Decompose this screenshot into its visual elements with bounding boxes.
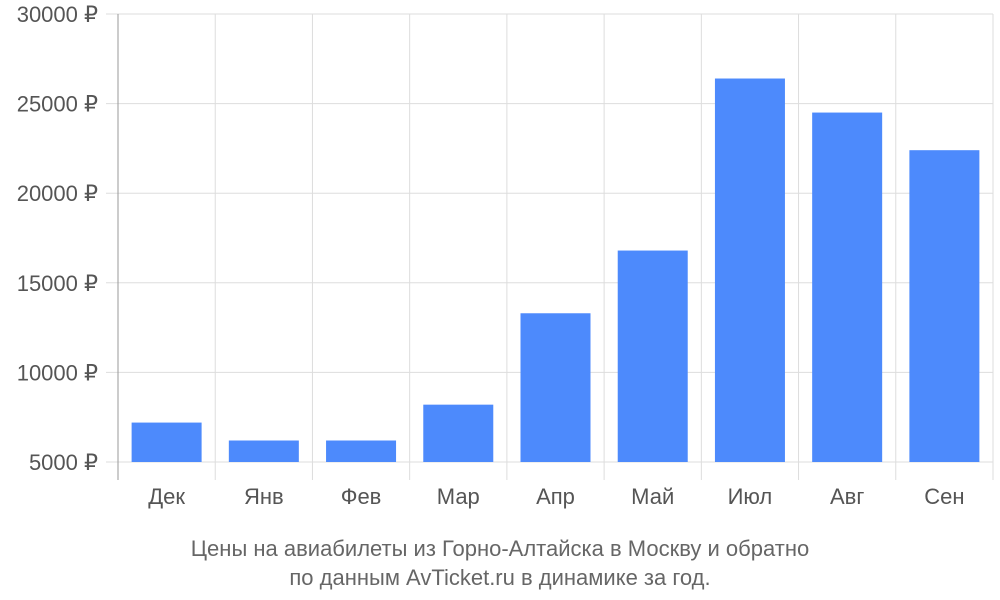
bar (131, 422, 202, 462)
y-tick-label: 10000 ₽ (17, 360, 98, 385)
x-tick-label: Янв (244, 484, 284, 509)
x-tick-labels: Дек Янв Фев Мар Апр Май Июл Авг Сен (148, 484, 964, 509)
x-tick-label: Фев (341, 484, 382, 509)
bar (714, 78, 785, 463)
x-tick-label: Мар (437, 484, 480, 509)
x-tick-label: Июл (728, 484, 773, 509)
y-tick-label: 30000 ₽ (17, 2, 98, 27)
y-tick-label: 20000 ₽ (17, 181, 98, 206)
y-tick-labels: 5000 ₽ 10000 ₽ 15000 ₽ 20000 ₽ 25000 ₽ 30000 … (17, 2, 98, 475)
y-tick-label: 15000 ₽ (17, 271, 98, 296)
bar (812, 112, 883, 462)
bar (520, 313, 591, 462)
y-tick-label: 25000 ₽ (17, 92, 98, 117)
y-tick-label: 5000 ₽ (29, 450, 98, 475)
bar (326, 440, 397, 462)
bars (131, 78, 980, 463)
chart-caption-line-2: по данным AvTicket.ru в динамике за год. (289, 565, 710, 590)
bar (228, 440, 299, 462)
bar (617, 250, 688, 462)
x-tick-label: Май (631, 484, 674, 509)
chart-caption-line-1: Цены на авиабилеты из Горно-Алтайска в М… (191, 536, 809, 561)
x-tick-label: Апр (536, 484, 575, 509)
bar (909, 150, 980, 462)
grid (106, 13, 994, 480)
x-tick-label: Авг (830, 484, 864, 509)
bar (423, 404, 494, 462)
x-tick-label: Дек (148, 484, 185, 509)
x-tick-label: Сен (924, 484, 964, 509)
